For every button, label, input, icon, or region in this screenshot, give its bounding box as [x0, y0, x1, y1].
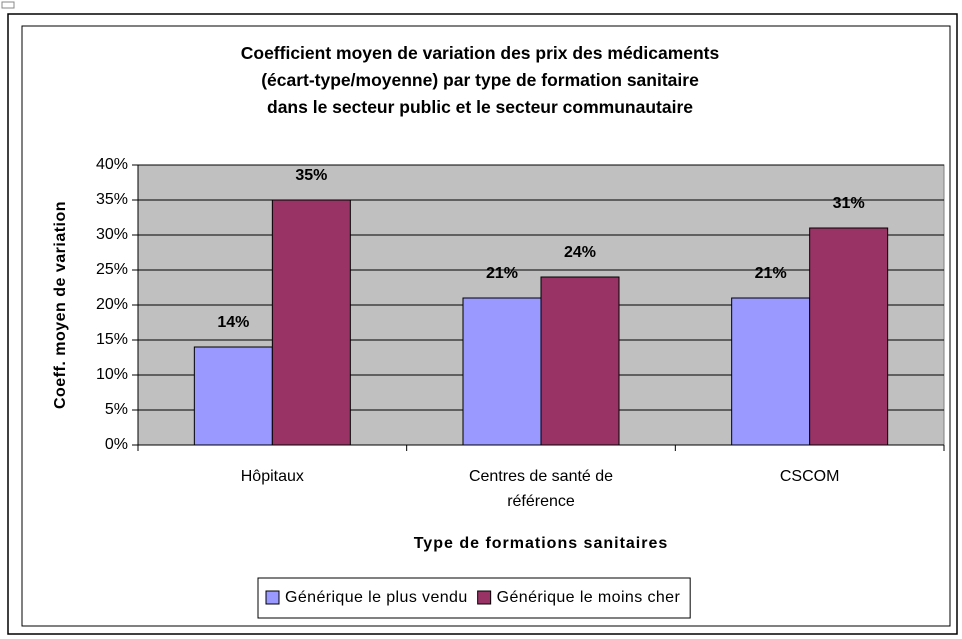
- y-tick-label: 15%: [96, 331, 128, 348]
- x-axis-title: Type de formations sanitaires: [414, 535, 669, 552]
- bar: [540, 276, 620, 446]
- x-tick-label: Centres de santé de référence: [468, 468, 614, 510]
- data-label: 35%: [295, 167, 327, 184]
- legend-label: Générique le moins cher: [497, 589, 681, 606]
- legend-swatch: [477, 590, 492, 605]
- bar: [731, 297, 811, 446]
- y-tick-label: 0%: [105, 436, 128, 453]
- bar: [462, 297, 542, 446]
- x-tick-label: Hôpitaux: [240, 468, 304, 485]
- legend-label: Générique le plus vendu: [285, 589, 468, 606]
- data-label: 21%: [486, 265, 518, 282]
- y-tick-label: 10%: [96, 366, 128, 383]
- y-axis-title: Coeff. moyen de variation: [52, 201, 69, 409]
- x-tick-label: CSCOM: [779, 468, 840, 485]
- y-tick-label: 20%: [96, 296, 128, 313]
- legend-swatch: [265, 590, 280, 605]
- data-label: 31%: [833, 195, 865, 212]
- y-tick-label: 35%: [96, 191, 128, 208]
- y-tick-label: 30%: [96, 226, 128, 243]
- y-tick-label: 40%: [96, 156, 128, 173]
- bar: [809, 227, 889, 446]
- bar: [271, 199, 351, 446]
- data-label: 21%: [755, 265, 787, 282]
- corner-icon: [1, 1, 15, 9]
- bar: [193, 346, 273, 446]
- y-tick-label: 25%: [96, 261, 128, 278]
- chart-title: Coefficient moyen de variation des prix …: [240, 43, 720, 117]
- data-label: 14%: [217, 314, 249, 331]
- y-tick-label: 5%: [105, 401, 128, 418]
- legend: [257, 577, 691, 619]
- data-label: 24%: [564, 244, 596, 261]
- outer-frame: [7, 13, 958, 635]
- chart-frame: [21, 25, 951, 627]
